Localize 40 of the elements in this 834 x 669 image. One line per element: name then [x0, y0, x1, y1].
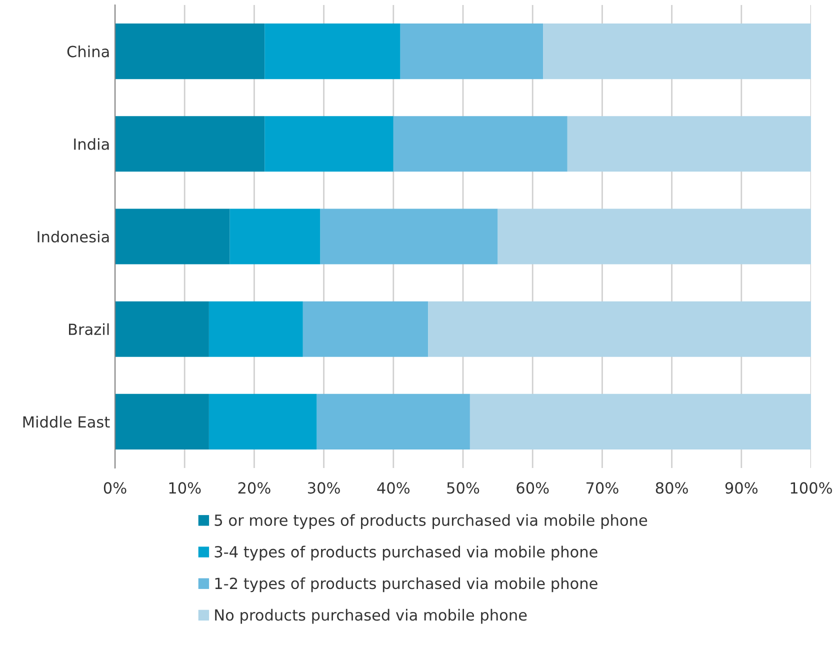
y-tick-label: Brazil	[69, 323, 109, 336]
legend-label: 5 or more types of products purchased via mobile phone	[214, 514, 648, 529]
y-tick-label: Indonesia	[38, 230, 109, 243]
bar	[302, 301, 428, 357]
bar	[400, 24, 544, 80]
legend-label: No products purchased via mobile phone	[215, 608, 527, 624]
x-tick-label: 10%	[169, 482, 201, 494]
bar	[208, 394, 317, 450]
x-tick-label: 50%	[447, 482, 480, 494]
bar	[115, 24, 265, 80]
bar	[115, 208, 230, 264]
x-tick-label: 0%	[104, 482, 126, 494]
bar	[208, 301, 303, 357]
x-tick-label: 20%	[238, 482, 270, 494]
bar	[393, 116, 568, 172]
bar	[115, 116, 265, 172]
x-tick-label: 40%	[377, 482, 410, 494]
x-tick-label: 30%	[308, 482, 340, 494]
legend-label: 3-4 types of products purchased via mobile phone	[214, 546, 598, 561]
bar	[264, 24, 400, 80]
bar	[543, 24, 811, 80]
y-tick-label: India	[74, 138, 109, 150]
bar	[115, 301, 209, 357]
x-tick-label: 80%	[656, 482, 688, 494]
bar	[316, 394, 470, 450]
x-tick-label: 100%	[790, 482, 832, 494]
bar	[230, 208, 320, 264]
y-tick-label: China	[67, 45, 109, 58]
bar	[320, 208, 498, 264]
y-tick-label: Middle East	[23, 416, 110, 428]
bar	[567, 116, 811, 172]
bar	[498, 208, 811, 264]
x-tick-label: 70%	[586, 482, 618, 494]
bar	[264, 116, 394, 172]
x-tick-label: 60%	[516, 482, 549, 494]
bar	[470, 394, 811, 450]
legend-label: 1-2 types of products purchased via mobile phone	[215, 577, 598, 592]
bar	[115, 394, 209, 450]
bar	[428, 301, 811, 357]
x-tick-label: 90%	[725, 482, 758, 494]
